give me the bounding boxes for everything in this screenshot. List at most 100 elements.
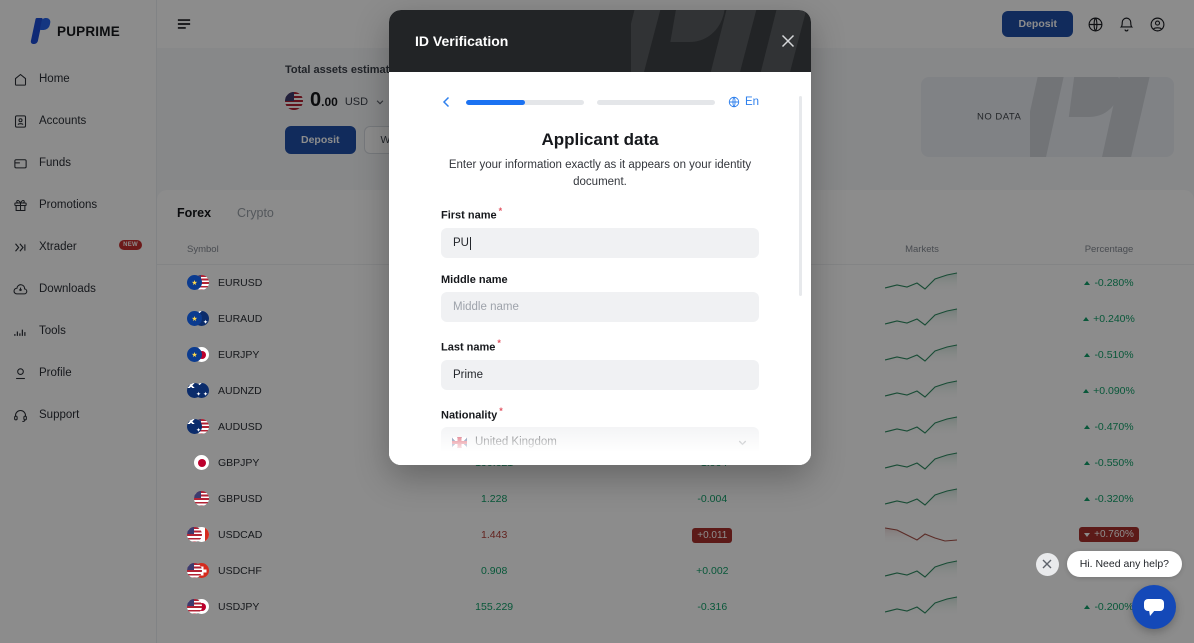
symbol-label: GBPJPY bbox=[218, 456, 260, 469]
puprime-watermark-icon bbox=[631, 10, 811, 72]
pair-flags-icon bbox=[187, 491, 209, 506]
chat-fab-button[interactable] bbox=[1132, 585, 1176, 629]
table-row[interactable]: AUDUSD -0.470% bbox=[157, 409, 1194, 445]
table-row[interactable]: USDJPY 155.229 -0.316 -0.200% bbox=[157, 589, 1194, 625]
globe-icon bbox=[728, 96, 740, 108]
chevron-left-icon[interactable] bbox=[441, 96, 453, 108]
sidebar-item-home[interactable]: Home bbox=[0, 62, 156, 96]
language-selector[interactable]: En bbox=[728, 96, 759, 108]
cell-symbol: GBPUSD bbox=[157, 481, 384, 517]
symbol-label: EURJPY bbox=[218, 348, 260, 361]
percentage-value: -0.280% bbox=[1084, 277, 1134, 289]
pair-flags-icon bbox=[187, 527, 209, 542]
cell-markets bbox=[820, 265, 1024, 301]
chat-message-row: Hi. Need any help? bbox=[1035, 551, 1182, 577]
last-name-input[interactable] bbox=[441, 359, 759, 390]
symbol-label: GBPUSD bbox=[218, 492, 263, 505]
tab-crypto[interactable]: Crypto bbox=[237, 206, 274, 220]
required-marker: * bbox=[498, 206, 503, 217]
cell-markets bbox=[820, 481, 1024, 517]
cell-percentage: +0.090% bbox=[1024, 373, 1194, 409]
sparkline-chart bbox=[884, 343, 958, 364]
table-row[interactable]: EURJPY -0.510% bbox=[157, 337, 1194, 373]
cell-percentage: -0.550% bbox=[1024, 445, 1194, 481]
sidebar-item-support[interactable]: Support bbox=[0, 398, 156, 432]
funds-icon bbox=[14, 158, 27, 168]
support-icon bbox=[14, 409, 27, 422]
modal-body: En Applicant data Enter your information… bbox=[389, 72, 811, 465]
required-marker: * bbox=[499, 405, 503, 416]
last-name-label: Last name * bbox=[441, 338, 501, 354]
bell-icon[interactable] bbox=[1118, 16, 1135, 33]
first-name-field-group: First name * PU bbox=[441, 206, 759, 258]
cell-change: -0.316 bbox=[605, 589, 820, 625]
modal-description: Enter your information exactly as it app… bbox=[448, 159, 752, 188]
cell-symbol: EURAUD bbox=[157, 301, 384, 337]
first-name-value: PU bbox=[453, 237, 469, 249]
cell-symbol: USDCHF bbox=[157, 553, 384, 589]
brand-name: PUPRIME bbox=[57, 23, 120, 39]
first-name-input[interactable]: PU bbox=[441, 228, 759, 258]
language-label: En bbox=[744, 96, 760, 108]
globe-icon[interactable] bbox=[1087, 16, 1104, 33]
id-verification-modal: ID Verification En Applicant data Enter … bbox=[389, 10, 811, 465]
cell-change: -0.004 bbox=[605, 481, 820, 517]
percentage-value: -0.200% bbox=[1084, 601, 1134, 613]
percentage-value: -0.510% bbox=[1084, 349, 1134, 361]
brand-logo[interactable]: PUPRIME bbox=[0, 0, 156, 48]
close-icon[interactable] bbox=[781, 34, 795, 48]
percentage-value: +0.240% bbox=[1083, 313, 1135, 325]
markets-panel: Forex Crypto Symbol Price Change Markets… bbox=[157, 190, 1194, 643]
cell-percentage: -0.200% bbox=[1024, 589, 1194, 625]
pair-flags-icon bbox=[187, 275, 209, 291]
sidebar-item-profile[interactable]: Profile bbox=[0, 356, 156, 390]
deposit-button-top[interactable]: Deposit bbox=[1002, 11, 1073, 37]
table-row[interactable]: GBPUSD 1.228 -0.004 -0.320% bbox=[157, 481, 1194, 517]
home-icon bbox=[14, 73, 27, 86]
promo-card[interactable]: NO DATA bbox=[921, 77, 1174, 157]
table-row[interactable]: EURUSD -0.280% bbox=[157, 265, 1194, 301]
sidebar-item-label: Profile bbox=[39, 367, 72, 379]
column-header-markets[interactable]: Markets bbox=[819, 234, 1024, 265]
text-caret bbox=[469, 236, 471, 250]
sidebar-item-tools[interactable]: Tools bbox=[0, 314, 156, 348]
chat-greeting[interactable]: Hi. Need any help? bbox=[1066, 551, 1182, 577]
chevron-down-icon bbox=[738, 440, 747, 446]
chat-close-button[interactable] bbox=[1035, 552, 1059, 576]
cell-price: 0.908 bbox=[481, 564, 508, 577]
cell-percentage: -0.320% bbox=[1024, 481, 1194, 517]
cell-change: +0.011 bbox=[605, 517, 820, 553]
sidebar-item-promotions[interactable]: Promotions bbox=[0, 188, 156, 222]
column-header-symbol[interactable]: Symbol bbox=[157, 234, 384, 265]
cell-markets bbox=[820, 301, 1024, 337]
nationality-select[interactable]: United Kingdom bbox=[441, 427, 759, 458]
downloads-icon bbox=[13, 283, 28, 294]
cell-price: 1.443 bbox=[481, 528, 508, 541]
modal-header: ID Verification bbox=[389, 10, 811, 72]
table-row[interactable]: USDCAD 1.443 +0.011 +0.760% bbox=[157, 517, 1194, 553]
sidebar-item-label: Xtrader bbox=[39, 241, 77, 253]
sidebar-item-downloads[interactable]: Downloads bbox=[0, 272, 156, 306]
account-circle-icon[interactable] bbox=[1149, 16, 1166, 33]
modal-scrollbar[interactable] bbox=[799, 96, 802, 296]
chevron-down-icon[interactable] bbox=[375, 97, 385, 107]
tools-icon bbox=[14, 329, 26, 336]
table-row[interactable]: AUDNZD +0.090% bbox=[157, 373, 1194, 409]
column-header-percentage[interactable]: Percentage bbox=[1023, 234, 1194, 265]
cell-symbol: EURJPY bbox=[157, 337, 384, 373]
sidebar-item-xtrader[interactable]: Xtrader NEW bbox=[0, 230, 156, 264]
middle-name-input[interactable] bbox=[441, 292, 759, 322]
topbar-actions: Deposit bbox=[1002, 11, 1194, 37]
sidebar-item-accounts[interactable]: Accounts bbox=[0, 104, 156, 138]
status-badge: NEW bbox=[119, 240, 142, 250]
cell-symbol: AUDUSD bbox=[157, 409, 384, 445]
tab-forex[interactable]: Forex bbox=[177, 206, 212, 220]
sparkline-chart bbox=[884, 307, 958, 328]
hamburger-icon[interactable] bbox=[177, 18, 191, 30]
pair-flags-icon bbox=[187, 311, 209, 326]
deposit-button[interactable]: Deposit bbox=[285, 126, 356, 154]
table-row[interactable]: EURAUD +0.240% bbox=[157, 301, 1194, 337]
sidebar-item-funds[interactable]: Funds bbox=[0, 146, 156, 180]
